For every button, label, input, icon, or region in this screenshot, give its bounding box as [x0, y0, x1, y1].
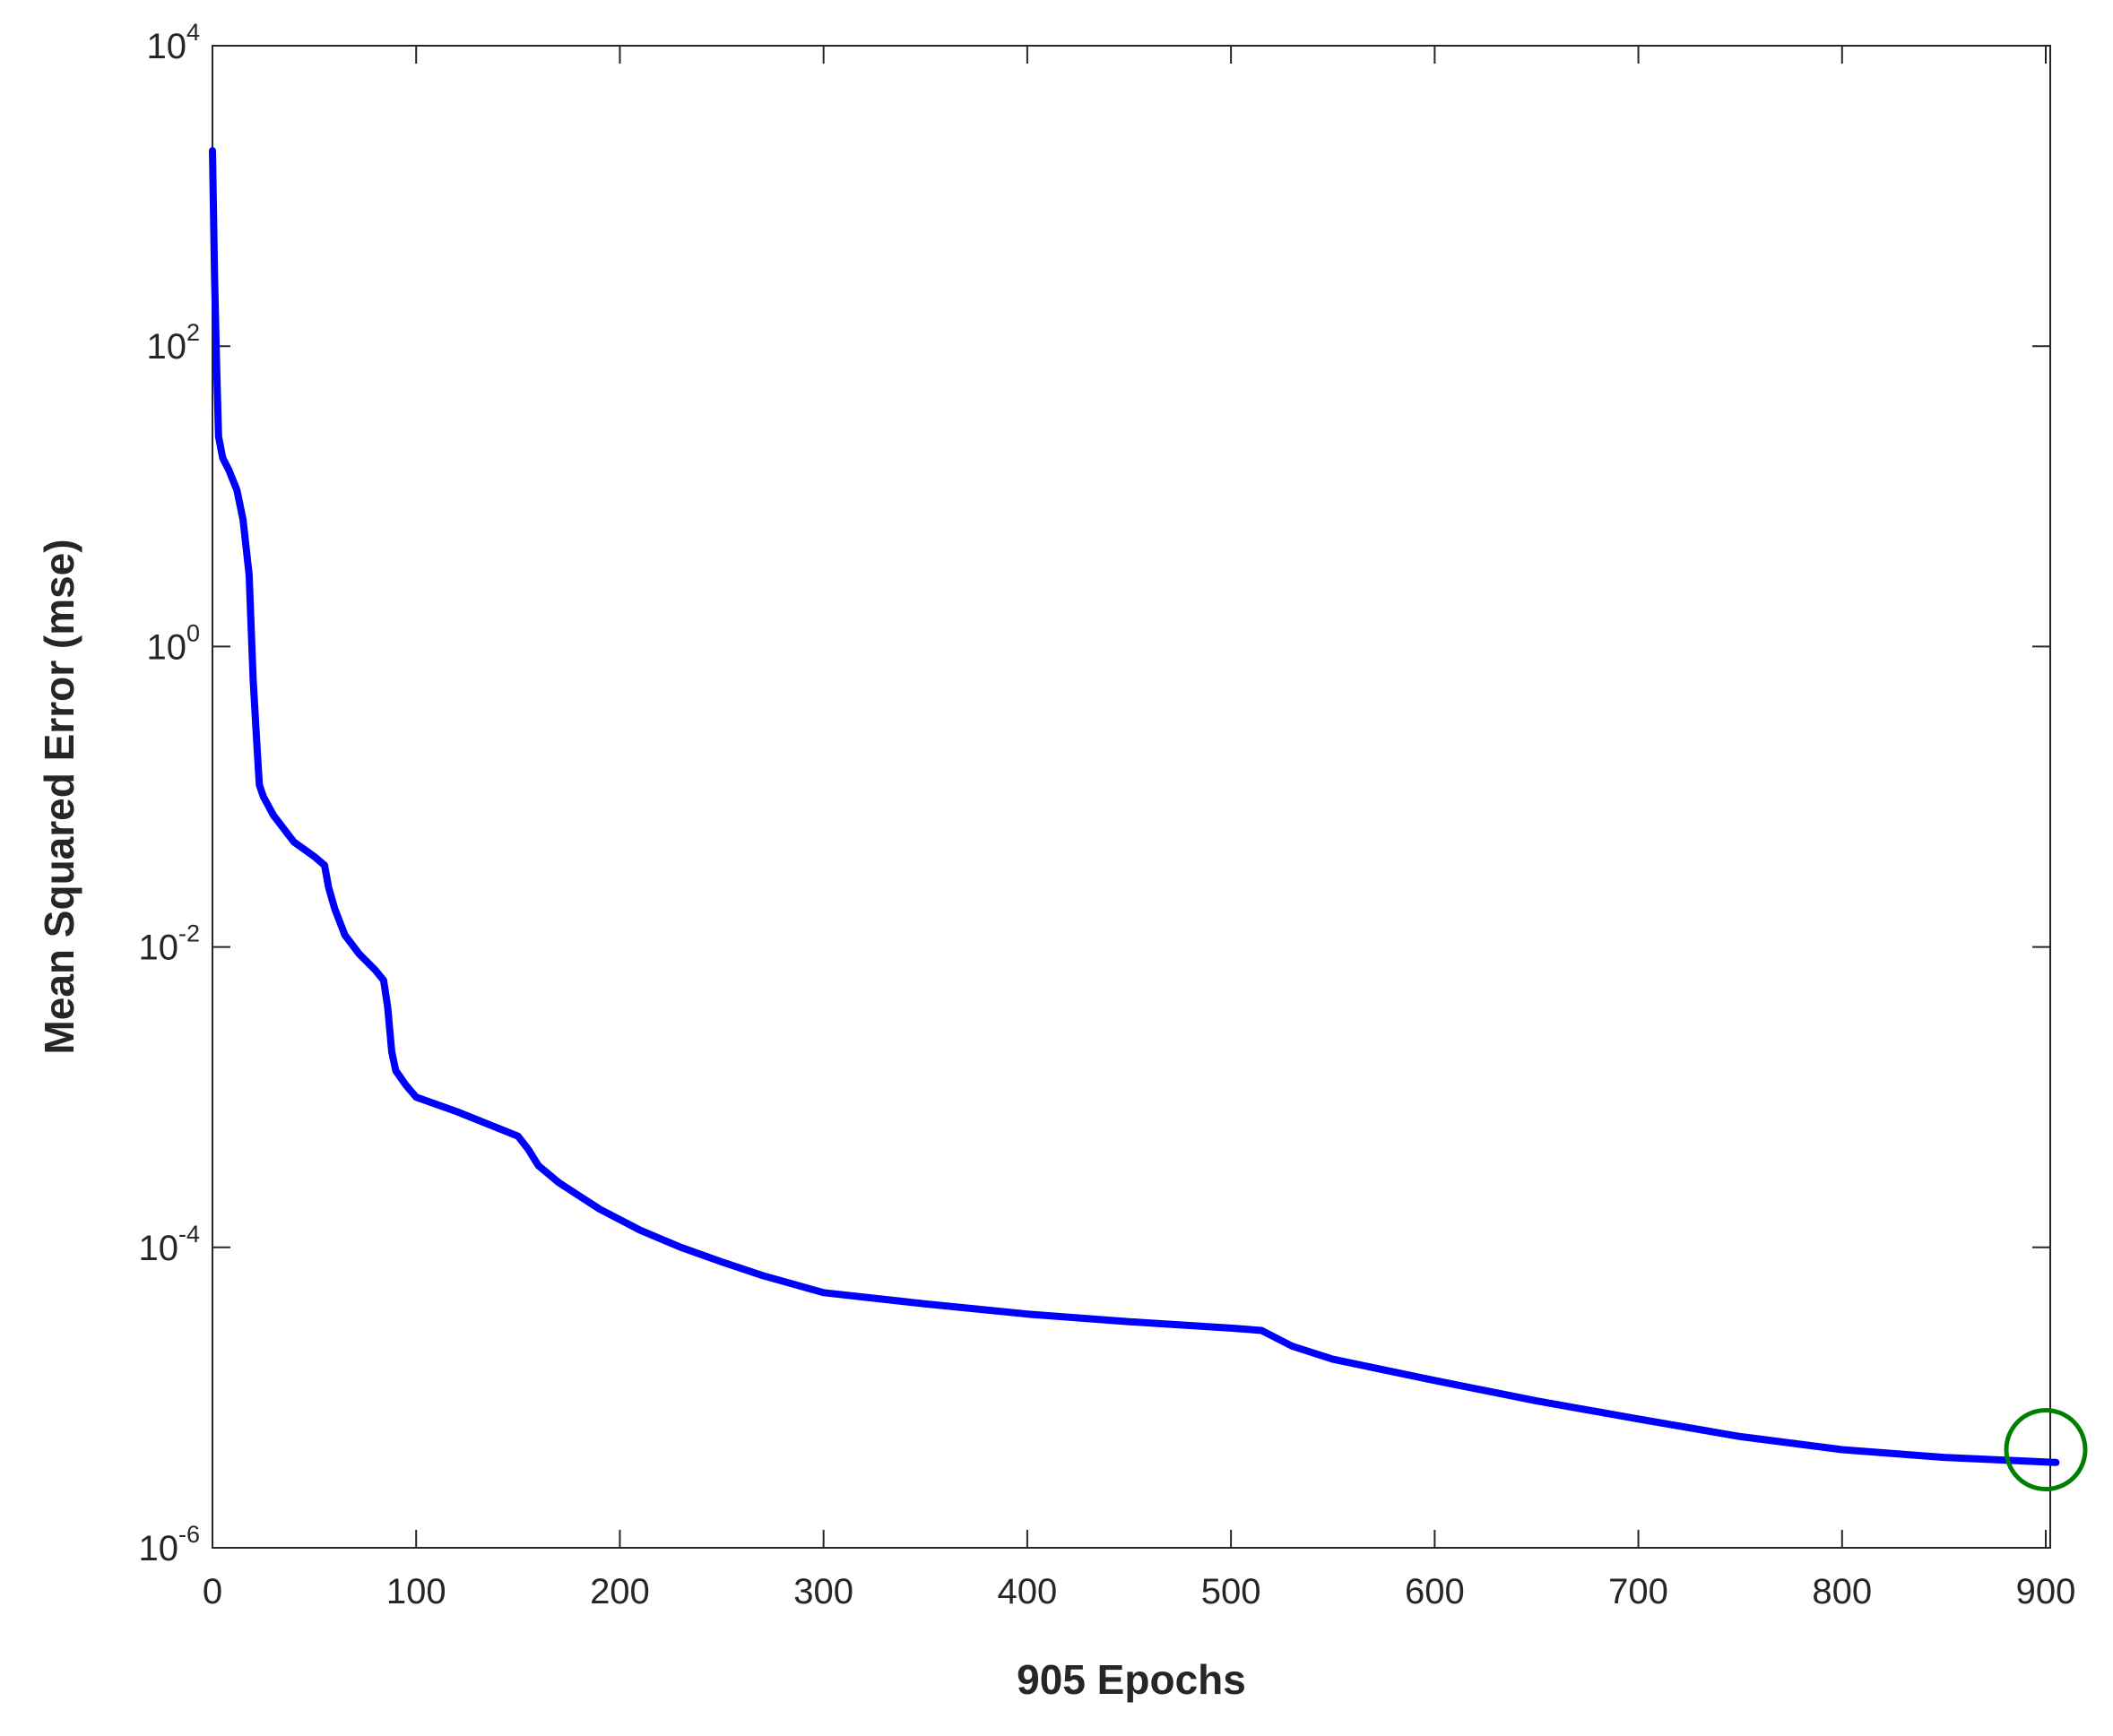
- marker-group: [2004, 1408, 2088, 1492]
- x-axis-ticks: 0 100 200 300 400 500 600 700 800 900: [203, 46, 2076, 1611]
- y-tick-label: 10-2: [138, 920, 200, 968]
- plot-area: [212, 45, 2051, 1549]
- training-performance-line: [209, 147, 2060, 1466]
- x-tick-label: 500: [1201, 1572, 1261, 1611]
- y-tick-label: 104: [146, 19, 200, 66]
- x-tick-label: 0: [203, 1572, 222, 1611]
- y-tick-label: 102: [146, 319, 200, 367]
- x-tick-label: 600: [1405, 1572, 1465, 1611]
- x-tick-label: 200: [590, 1572, 650, 1611]
- x-tick-label: 800: [1812, 1572, 1872, 1611]
- series-group: [209, 147, 2060, 1466]
- best-epoch-marker: [2004, 1408, 2088, 1492]
- y-tick-label: 10-6: [138, 1521, 200, 1568]
- x-axis-title: 905 Epochs: [1017, 1656, 1246, 1703]
- x-tick-label: 400: [998, 1572, 1058, 1611]
- x-tick-label: 900: [2016, 1572, 2076, 1611]
- x-tick-label: 300: [793, 1572, 853, 1611]
- x-tick-label: 100: [386, 1572, 446, 1611]
- y-axis-ticks: 10-6 10-4 10-2 100 102 104: [138, 19, 2050, 1568]
- y-tick-label: 10-4: [138, 1221, 200, 1268]
- y-axis-title: Mean Squared Error (mse): [36, 539, 82, 1054]
- x-tick-label: 700: [1608, 1572, 1668, 1611]
- y-tick-label: 100: [146, 619, 200, 667]
